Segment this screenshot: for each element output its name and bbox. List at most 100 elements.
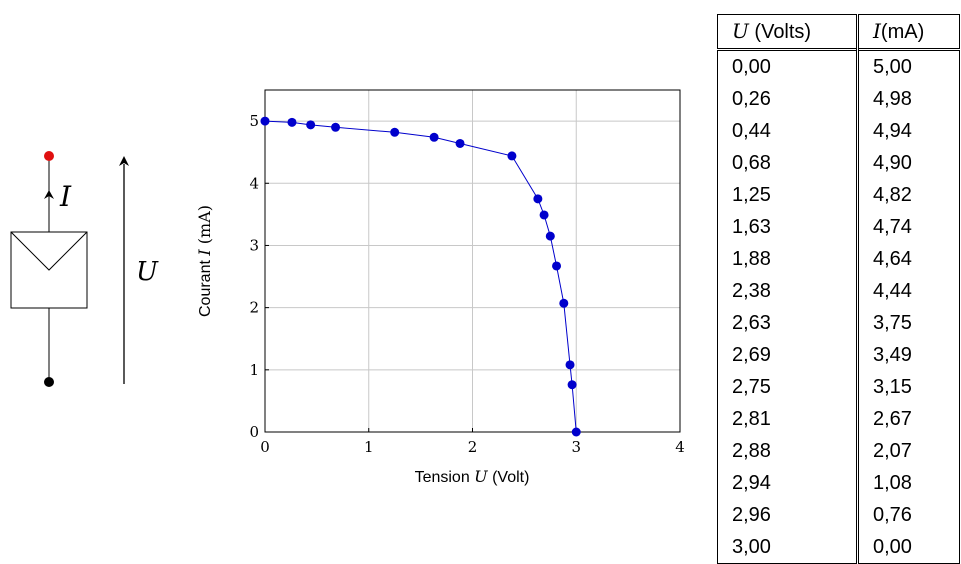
table-row: 2,63 3,75 xyxy=(717,307,960,339)
terminal-bottom xyxy=(44,377,54,387)
table-row: 3,00 0,00 xyxy=(717,531,960,564)
current-cell: 4,44 xyxy=(856,275,960,307)
table-row: 2,88 2,07 xyxy=(717,435,960,467)
voltage-cell: 3,00 xyxy=(717,531,858,564)
current-cell: 0,76 xyxy=(856,499,960,531)
data-point xyxy=(533,194,543,204)
voltage-header-var: U xyxy=(732,19,749,43)
current-header-unit: (mA) xyxy=(880,21,925,43)
x-tick-label: 1 xyxy=(364,438,374,456)
data-point xyxy=(429,132,439,142)
table-row: 2,94 1,08 xyxy=(717,467,960,499)
current-cell: 2,07 xyxy=(856,435,960,467)
voltage-cell: 1,25 xyxy=(717,179,858,211)
data-point xyxy=(559,298,569,308)
voltage-cell: 0,00 xyxy=(717,48,858,83)
table-row: 1,88 4,64 xyxy=(717,243,960,275)
current-cell: 0,00 xyxy=(856,531,960,564)
data-point xyxy=(331,122,341,132)
current-arrow xyxy=(44,190,54,199)
table-row: 2,75 3,15 xyxy=(717,371,960,403)
current-cell: 4,64 xyxy=(856,243,960,275)
x-tick-label: 4 xyxy=(675,438,685,456)
data-point xyxy=(455,138,465,148)
x-tick-label: 2 xyxy=(468,438,478,456)
voltage-cell: 0,44 xyxy=(717,115,858,147)
voltage-cell: 2,94 xyxy=(717,467,858,499)
table-row: 1,63 4,74 xyxy=(717,211,960,243)
table-row: 2,38 4,44 xyxy=(717,275,960,307)
data-point xyxy=(552,261,562,271)
current-label: I xyxy=(59,180,72,213)
voltage-cell: 2,96 xyxy=(717,499,858,531)
current-cell: 4,98 xyxy=(856,83,960,115)
table-row: 1,25 4,82 xyxy=(717,179,960,211)
table-row: 2,96 0,76 xyxy=(717,499,960,531)
data-point xyxy=(507,151,517,161)
solar-cell-diagram: I U xyxy=(10,151,159,387)
series-line xyxy=(264,120,577,433)
table-header-row: U (Volts) I(mA) xyxy=(717,14,960,50)
x-tick-label: 0 xyxy=(260,438,270,456)
data-point xyxy=(565,360,575,370)
table-row: 0,68 4,90 xyxy=(717,147,960,179)
table-row: 0,26 4,98 xyxy=(717,83,960,115)
current-cell: 3,15 xyxy=(856,371,960,403)
y-tick-label: 1 xyxy=(249,361,259,379)
voltage-label: U xyxy=(136,257,159,287)
iv-chart: 0 1 2 3 4 0 1 2 3 4 5 Tension U (Volt) Courant I (… xyxy=(195,89,685,486)
current-cell: 3,75 xyxy=(856,307,960,339)
voltage-cell: 2,38 xyxy=(717,275,858,307)
chart-grid xyxy=(264,90,681,433)
current-header-var: I xyxy=(873,19,881,43)
y-axis-label: Courant I (mA) xyxy=(195,205,214,317)
data-point xyxy=(539,210,549,220)
y-tick-label: 4 xyxy=(249,174,259,192)
voltage-cell: 0,26 xyxy=(717,83,858,115)
terminal-top xyxy=(44,151,54,161)
table-row: 0,00 5,00 xyxy=(717,48,960,83)
voltage-cell: 1,88 xyxy=(717,243,858,275)
voltage-header-unit: (Volts) xyxy=(748,21,812,43)
data-points xyxy=(260,116,581,437)
y-tick-label: 0 xyxy=(249,423,259,441)
y-tick-label: 3 xyxy=(249,236,259,254)
data-point xyxy=(571,427,581,437)
table-row: 2,69 3,49 xyxy=(717,339,960,371)
chart-ticks: 0 1 2 3 4 0 1 2 3 4 5 xyxy=(249,112,684,456)
solar-cell-diagonals xyxy=(10,231,88,271)
voltage-cell: 2,81 xyxy=(717,403,858,435)
voltage-arrow-head xyxy=(119,156,129,166)
y-axis-label-text: Courant xyxy=(197,256,214,317)
data-point xyxy=(567,380,577,390)
current-cell: 4,94 xyxy=(856,115,960,147)
current-cell: 4,90 xyxy=(856,147,960,179)
y-axis-label-var: I xyxy=(195,249,214,257)
table-row: 0,44 4,94 xyxy=(717,115,960,147)
voltage-cell: 2,75 xyxy=(717,371,858,403)
current-cell: 4,82 xyxy=(856,179,960,211)
y-tick-label: 5 xyxy=(249,112,259,130)
voltage-cell: 2,63 xyxy=(717,307,858,339)
current-cell: 5,00 xyxy=(856,48,960,83)
data-point xyxy=(390,127,400,137)
voltage-cell: 0,68 xyxy=(717,147,858,179)
y-tick-label: 2 xyxy=(249,299,259,317)
table-row: 2,81 2,67 xyxy=(717,403,960,435)
data-point xyxy=(545,231,555,241)
column-header-current: I(mA) xyxy=(856,14,960,50)
x-tick-label: 3 xyxy=(571,438,581,456)
current-cell: 4,74 xyxy=(856,211,960,243)
current-cell: 2,67 xyxy=(856,403,960,435)
current-cell: 1,08 xyxy=(856,467,960,499)
x-axis-label-text: Tension xyxy=(415,469,475,486)
table-body: 0,00 5,00 0,26 4,98 0,44 4,94 0,68 4,90 1,25 4,82… xyxy=(717,48,960,564)
voltage-cell: 1,63 xyxy=(717,211,858,243)
data-point xyxy=(260,116,270,126)
y-axis-label-unit: (mA) xyxy=(195,205,214,249)
column-header-voltage: U (Volts) xyxy=(717,14,858,50)
data-point xyxy=(306,120,316,130)
current-cell: 3,49 xyxy=(856,339,960,371)
voltage-cell: 2,88 xyxy=(717,435,858,467)
x-axis-label-var: U xyxy=(474,467,488,486)
